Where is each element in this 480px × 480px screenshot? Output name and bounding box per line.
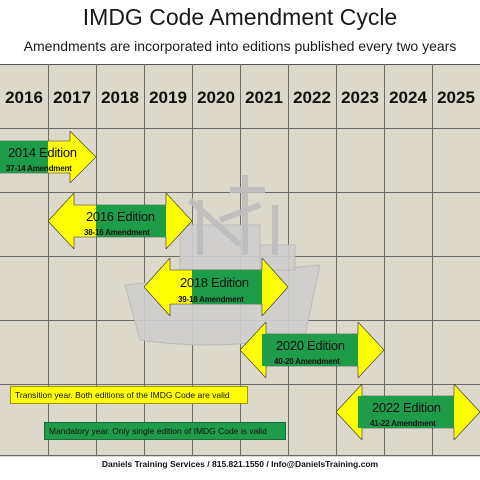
edition-title: 2022 Edition	[372, 400, 441, 415]
edition-amendment: 38-16 Amendment	[84, 228, 150, 237]
grid-line	[432, 64, 433, 456]
edition-title: 2016 Edition	[86, 209, 155, 224]
grid-line	[0, 128, 480, 129]
year-label: 2023	[341, 88, 379, 107]
grid-line	[0, 455, 480, 456]
year-label: 2017	[53, 88, 91, 107]
year-label: 2016	[5, 88, 43, 107]
year-label: 2019	[149, 88, 187, 107]
year-label: 2020	[197, 88, 235, 107]
grid-line	[48, 64, 49, 456]
edition-2016-arrow: 2016 Edition 38-16 Amendment	[48, 193, 192, 249]
year-label: 2024	[389, 88, 427, 107]
edition-2020-arrow: 2020 Edition 40-20 Amendment	[240, 322, 384, 378]
edition-2022-arrow: 2022 Edition 41-22 Amendment	[336, 384, 480, 440]
year-label: 2018	[101, 88, 139, 107]
year-label: 2022	[293, 88, 331, 107]
edition-title: 2020 Edition	[276, 338, 345, 353]
grid-line	[384, 64, 385, 456]
edition-title: 2018 Edition	[180, 275, 249, 290]
edition-2014-arrow: 2014 Edition 37-14 Amendment	[0, 131, 96, 183]
edition-amendment: 40-20 Amendment	[274, 357, 340, 366]
year-label: 2021	[245, 88, 283, 107]
grid-line	[0, 384, 480, 385]
footer-contact: Daniels Training Services / 815.821.1550…	[101, 459, 379, 469]
page-title: IMDG Code Amendment Cycle	[82, 4, 398, 30]
page-subtitle: Amendments are incorporated into edition…	[23, 38, 457, 54]
grid-line	[96, 64, 97, 456]
legend-transition: Transition year. Both editions of the IM…	[10, 386, 248, 404]
grid-line	[144, 64, 145, 456]
edition-amendment: 37-14 Amendment	[6, 164, 72, 173]
edition-title: 2014 Edition	[8, 145, 77, 160]
edition-2018-arrow: 2018 Edition 39-18 Amendment	[144, 258, 288, 316]
grid-line	[336, 64, 337, 456]
edition-amendment: 39-18 Amendment	[178, 295, 244, 304]
legend-mandatory: Mandatory year. Only single edition of I…	[44, 422, 286, 440]
year-label: 2025	[437, 88, 475, 107]
edition-amendment: 41-22 Amendment	[370, 419, 436, 428]
